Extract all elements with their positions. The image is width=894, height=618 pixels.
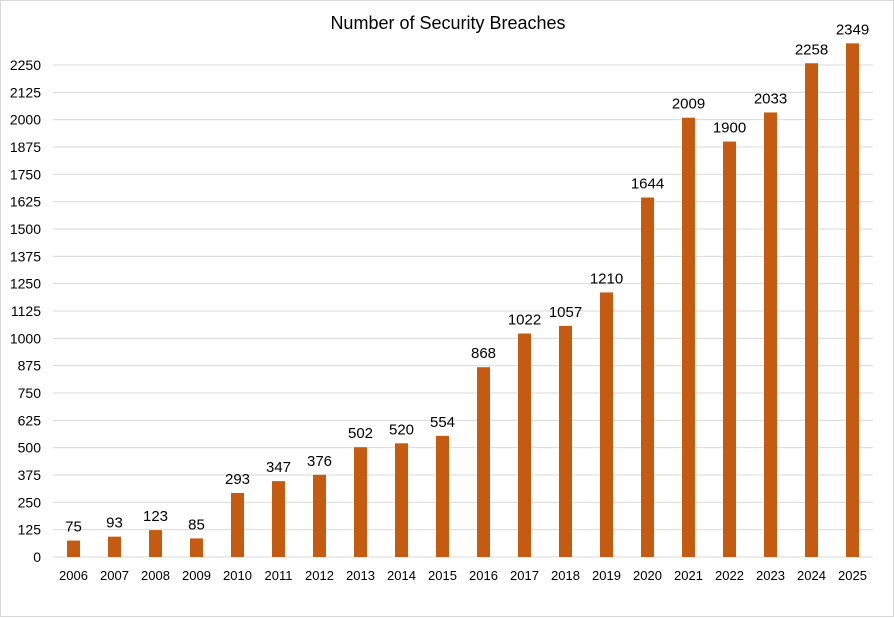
chart-title: Number of Security Breaches — [330, 13, 565, 33]
x-tick-label: 2025 — [838, 568, 867, 583]
y-tick-label: 1250 — [10, 276, 41, 292]
y-tick-label: 1375 — [10, 248, 41, 264]
x-tick-label: 2017 — [510, 568, 539, 583]
bar — [231, 492, 244, 557]
data-label: 347 — [266, 459, 291, 476]
x-tick-label: 2012 — [305, 568, 334, 583]
y-tick-label: 250 — [18, 494, 42, 510]
x-tick-label: 2021 — [674, 568, 703, 583]
bar — [149, 530, 162, 557]
x-tick-label: 2015 — [428, 568, 457, 583]
y-tick-label: 1125 — [11, 303, 41, 319]
x-tick-label: 2014 — [387, 568, 416, 583]
bar — [518, 333, 531, 557]
y-tick-label: 125 — [18, 522, 42, 538]
gridlines — [53, 64, 873, 558]
data-label: 1900 — [713, 120, 746, 137]
y-axis: 0 125 250 375 500 625 750 875 1000 1125 1250 1375 15… — [10, 57, 41, 565]
data-label: 1057 — [549, 304, 582, 321]
x-tick-label: 2006 — [59, 568, 88, 583]
y-tick-label: 500 — [18, 440, 42, 456]
y-tick-label: 1625 — [10, 194, 41, 210]
y-tick-label: 875 — [18, 358, 42, 374]
x-tick-label: 2016 — [469, 568, 498, 583]
data-label: 2349 — [836, 21, 869, 38]
bar — [436, 435, 449, 557]
bar — [354, 447, 367, 557]
bar — [846, 43, 859, 558]
bar — [190, 538, 203, 557]
bar — [682, 117, 695, 557]
data-label: 2258 — [795, 41, 828, 58]
y-tick-label: 375 — [18, 467, 42, 483]
x-tick-label: 2008 — [141, 568, 170, 583]
data-label: 1210 — [590, 270, 623, 287]
x-tick-label: 2009 — [182, 568, 211, 583]
x-tick-label: 2020 — [633, 568, 662, 583]
x-tick-label: 2019 — [592, 568, 621, 583]
bar — [805, 63, 818, 557]
x-tick-label: 2024 — [797, 568, 826, 583]
x-tick-label: 2018 — [551, 568, 580, 583]
y-tick-label: 2125 — [10, 84, 41, 100]
bar — [600, 292, 613, 557]
bar — [559, 325, 572, 557]
data-label: 1644 — [631, 176, 664, 193]
data-label: 554 — [430, 414, 455, 431]
bar — [313, 474, 326, 557]
bars — [67, 43, 859, 558]
data-label: 293 — [225, 471, 250, 488]
data-label: 123 — [143, 508, 168, 525]
y-tick-label: 1000 — [10, 330, 41, 346]
bar — [272, 481, 285, 557]
data-label: 376 — [307, 453, 332, 470]
x-tick-label: 2010 — [223, 568, 252, 583]
data-label: 868 — [471, 345, 496, 362]
data-label: 502 — [348, 425, 373, 442]
data-label: 93 — [106, 515, 123, 532]
y-tick-label: 1750 — [10, 166, 41, 182]
data-label: 2009 — [672, 96, 705, 113]
bar — [395, 443, 408, 557]
x-tick-label: 2013 — [346, 568, 375, 583]
y-tick-label: 750 — [18, 385, 42, 401]
data-label: 520 — [389, 421, 414, 438]
data-label: 75 — [65, 519, 82, 536]
x-tick-label: 2022 — [715, 568, 744, 583]
bar — [477, 367, 490, 557]
data-label: 2033 — [754, 90, 787, 107]
bar — [108, 536, 121, 557]
y-tick-label: 0 — [33, 549, 41, 565]
data-label: 85 — [188, 516, 205, 533]
y-tick-label: 2250 — [10, 57, 41, 73]
bar — [764, 112, 777, 557]
x-tick-label: 2007 — [100, 568, 129, 583]
y-tick-label: 625 — [18, 412, 42, 428]
bar — [67, 540, 80, 557]
data-labels: 75 93 123 85 293 347 376 502 520 554 868 1022 1057 12… — [65, 21, 869, 535]
data-label: 1022 — [508, 312, 541, 329]
x-axis: 2006 2007 2008 2009 2010 2011 2012 2013 2014 2015… — [59, 568, 867, 583]
x-tick-label: 2023 — [756, 568, 785, 583]
y-tick-label: 2000 — [10, 112, 41, 128]
y-tick-label: 1500 — [10, 221, 41, 237]
y-tick-label: 1875 — [10, 139, 41, 155]
bar — [723, 141, 736, 558]
bar — [641, 197, 654, 557]
x-tick-label: 2011 — [265, 568, 293, 583]
